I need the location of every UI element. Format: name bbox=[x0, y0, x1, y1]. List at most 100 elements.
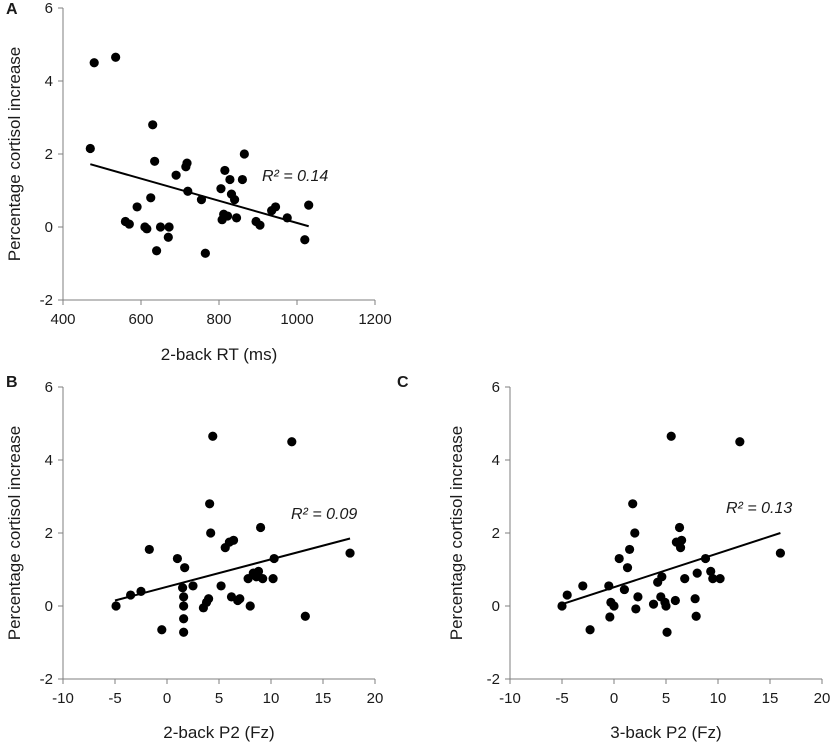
x-tick-label-b: 0 bbox=[163, 690, 171, 707]
x-tick-label-b: 20 bbox=[367, 690, 384, 707]
data-point-c bbox=[670, 595, 680, 606]
data-point-b bbox=[256, 522, 266, 533]
y-axis-title-b: Percentage cortisol increase bbox=[5, 426, 24, 641]
data-point-b bbox=[188, 581, 198, 591]
data-point-a bbox=[152, 246, 162, 256]
data-point-a bbox=[124, 219, 134, 229]
data-point-b bbox=[300, 611, 310, 621]
data-point-b bbox=[126, 590, 136, 600]
y-tick-label-a: -2 bbox=[40, 292, 53, 309]
x-tick-label-c: 15 bbox=[762, 690, 779, 707]
x-tick-label-c: 10 bbox=[710, 690, 727, 707]
data-point-c bbox=[630, 528, 640, 538]
data-point-a bbox=[225, 174, 235, 185]
data-point-a bbox=[220, 165, 230, 176]
data-point-a bbox=[85, 143, 95, 154]
data-point-b bbox=[253, 566, 264, 576]
data-point-a bbox=[146, 193, 156, 203]
x-axis-title-b: 2-back P2 (Fz) bbox=[163, 723, 274, 742]
r-squared-annotation-b: R² = 0.09 bbox=[291, 506, 357, 523]
r-squared-annotation-c: R² = 0.13 bbox=[726, 500, 792, 517]
data-point-c bbox=[648, 599, 659, 609]
x-tick-label-b: -10 bbox=[52, 690, 74, 707]
data-point-a bbox=[231, 213, 242, 223]
data-point-c bbox=[680, 574, 690, 584]
y-axis-title-a: Percentage cortisol increase bbox=[5, 47, 24, 262]
data-point-b bbox=[179, 614, 189, 624]
x-axis-title-c: 3-back P2 (Fz) bbox=[610, 723, 721, 742]
y-tick-label-c: -2 bbox=[487, 671, 500, 688]
trendline-a bbox=[90, 163, 309, 228]
data-point-c bbox=[706, 566, 716, 576]
data-point-a bbox=[148, 120, 158, 130]
data-point-b bbox=[180, 563, 190, 573]
data-point-a bbox=[89, 58, 99, 68]
y-tick-label-b: 4 bbox=[45, 452, 53, 469]
data-point-a bbox=[182, 158, 192, 168]
data-point-b bbox=[235, 594, 245, 604]
data-point-a bbox=[237, 174, 247, 185]
data-point-c bbox=[691, 611, 701, 621]
data-point-a bbox=[183, 186, 193, 196]
y-tick-label-b: 0 bbox=[45, 598, 53, 615]
x-tick-label-c: 5 bbox=[662, 690, 670, 707]
r-squared-annotation-a: R² = 0.14 bbox=[262, 168, 328, 185]
data-point-a bbox=[132, 202, 142, 212]
data-point-c bbox=[628, 499, 638, 509]
data-point-b bbox=[178, 583, 188, 593]
data-point-a bbox=[142, 224, 152, 234]
x-tick-label-a: 400 bbox=[50, 311, 75, 328]
data-point-c bbox=[661, 601, 671, 611]
data-point-a bbox=[282, 213, 292, 223]
x-tick-label-a: 600 bbox=[128, 311, 153, 328]
x-tick-label-c: 0 bbox=[610, 690, 618, 707]
y-tick-label-b: 6 bbox=[45, 379, 53, 396]
data-point-a bbox=[163, 232, 173, 242]
data-point-c bbox=[578, 581, 588, 591]
x-tick-label-c: -10 bbox=[499, 690, 521, 707]
x-tick-label-b: 15 bbox=[315, 690, 332, 707]
data-point-b bbox=[208, 431, 218, 441]
data-point-a bbox=[155, 222, 166, 232]
data-point-a bbox=[304, 200, 314, 210]
data-point-b bbox=[136, 586, 146, 597]
y-axis-title-c: Percentage cortisol increase bbox=[447, 426, 466, 641]
data-point-b bbox=[268, 574, 278, 584]
data-point-a bbox=[171, 170, 181, 180]
data-point-a bbox=[216, 184, 226, 194]
data-point-a bbox=[230, 195, 240, 205]
y-tick-label-c: 6 bbox=[492, 379, 500, 396]
y-tick-label-a: 2 bbox=[45, 146, 53, 163]
data-point-c bbox=[604, 581, 614, 591]
data-point-b bbox=[216, 581, 226, 591]
data-point-a bbox=[200, 248, 210, 258]
data-point-b bbox=[269, 553, 279, 564]
data-point-b bbox=[245, 601, 255, 611]
data-point-c bbox=[657, 572, 667, 582]
x-tick-label-a: 1200 bbox=[358, 311, 391, 328]
y-tick-label-c: 0 bbox=[492, 598, 500, 615]
data-point-c bbox=[735, 437, 745, 447]
y-tick-label-c: 4 bbox=[492, 452, 500, 469]
data-point-c bbox=[605, 612, 615, 622]
y-tick-label-c: 2 bbox=[492, 525, 500, 542]
data-point-a bbox=[222, 211, 233, 221]
data-point-a bbox=[255, 220, 265, 230]
data-point-b bbox=[345, 548, 355, 558]
data-point-a bbox=[164, 222, 174, 232]
x-tick-label-b: 10 bbox=[263, 690, 280, 707]
panel-letter-c: C bbox=[397, 374, 409, 391]
data-point-a bbox=[270, 202, 281, 212]
data-point-b bbox=[205, 499, 215, 509]
x-tick-label-b: -5 bbox=[108, 690, 121, 707]
data-point-b bbox=[111, 601, 121, 611]
data-point-c bbox=[675, 543, 686, 553]
trendline-c bbox=[561, 532, 781, 606]
data-point-a bbox=[111, 52, 121, 62]
data-point-a bbox=[239, 149, 249, 159]
trendline-b bbox=[114, 537, 351, 602]
data-point-b bbox=[179, 601, 189, 611]
data-point-c bbox=[614, 553, 624, 564]
